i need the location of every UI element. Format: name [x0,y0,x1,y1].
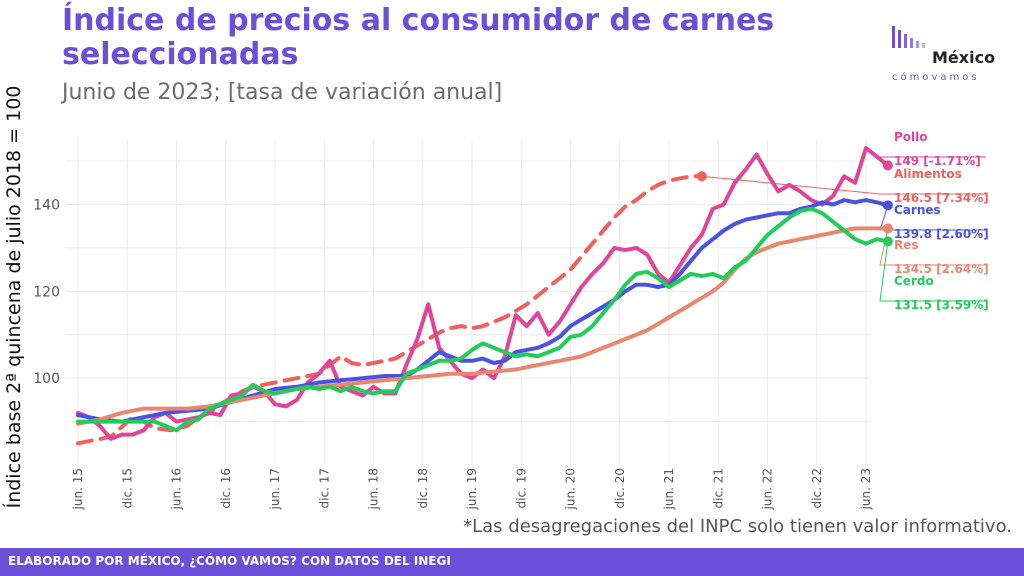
series-line-pollo [76,146,890,441]
x-tick-label: dic. 21 [711,468,725,508]
footer-bar: ELABORADO POR MÉXICO, ¿CÓMO VAMOS? CON D… [0,548,1024,576]
x-tick-label: jun. 17 [268,468,282,510]
x-tick-label: dic. 16 [219,468,233,508]
x-tick-label: jun. 18 [367,468,381,510]
logo-tagline: cómovamos [892,72,980,83]
y-tick-label: 100 [33,371,60,387]
mexico-como-vamos-logo: México cómovamos [890,26,1002,86]
series-name-label: Pollo [894,130,928,144]
x-tick-label: dic. 19 [514,468,528,508]
x-tick-label: dic. 15 [120,468,134,508]
x-tick-label: dic. 20 [613,468,627,508]
x-tick-label: dic. 22 [810,468,824,508]
x-tick-label: jun. 20 [564,468,578,510]
logo-name: México [932,48,996,67]
footnote: *Las desagregaciones del INPC solo tiene… [463,516,1012,537]
label-leader-cerdo [879,241,986,302]
series-name-label: Cerdo [894,274,934,288]
series-name-label: Res [894,238,919,252]
x-tick-label: jun. 19 [465,468,479,510]
logo-bars-icon [892,26,925,48]
series-value-label: 149 [-1.71%] [894,154,981,168]
x-tick-label: jun. 22 [761,468,775,510]
x-tick-label: jun. 16 [170,468,184,510]
series-line-cerdo [76,206,890,433]
series-line-carnes [76,198,890,424]
series-name-label: Carnes [894,203,941,217]
chart-subtitle: Junio de 2023; [tasa de variación anual] [62,80,503,105]
x-tick-label: dic. 17 [317,468,331,508]
y-tick-label: 120 [33,284,60,300]
x-tick-label: jun. 23 [859,468,873,510]
footer-credit: ELABORADO POR MÉXICO, ¿CÓMO VAMOS? CON D… [8,554,451,568]
series-value-label: 146.5 [7.34%] [894,191,989,205]
label-leader-alimentos [701,175,986,195]
label-leader-pollo [878,156,986,166]
x-tick-label: dic. 18 [416,468,430,508]
y-tick-label: 140 [33,197,60,213]
series-value-label: 131.5 [3.59%] [894,298,989,312]
series-value-label: 134.5 [2.64%] [894,262,989,276]
x-tick-label: jun. 21 [662,468,676,510]
x-tick-label: jun. 15 [71,468,85,510]
series-value-label: 139.8 [2.60%] [894,227,989,241]
series-name-label: Alimentos [894,167,962,181]
chart-title: Índice de precios al consumidor de carne… [62,3,775,72]
series-line-res [76,226,890,426]
